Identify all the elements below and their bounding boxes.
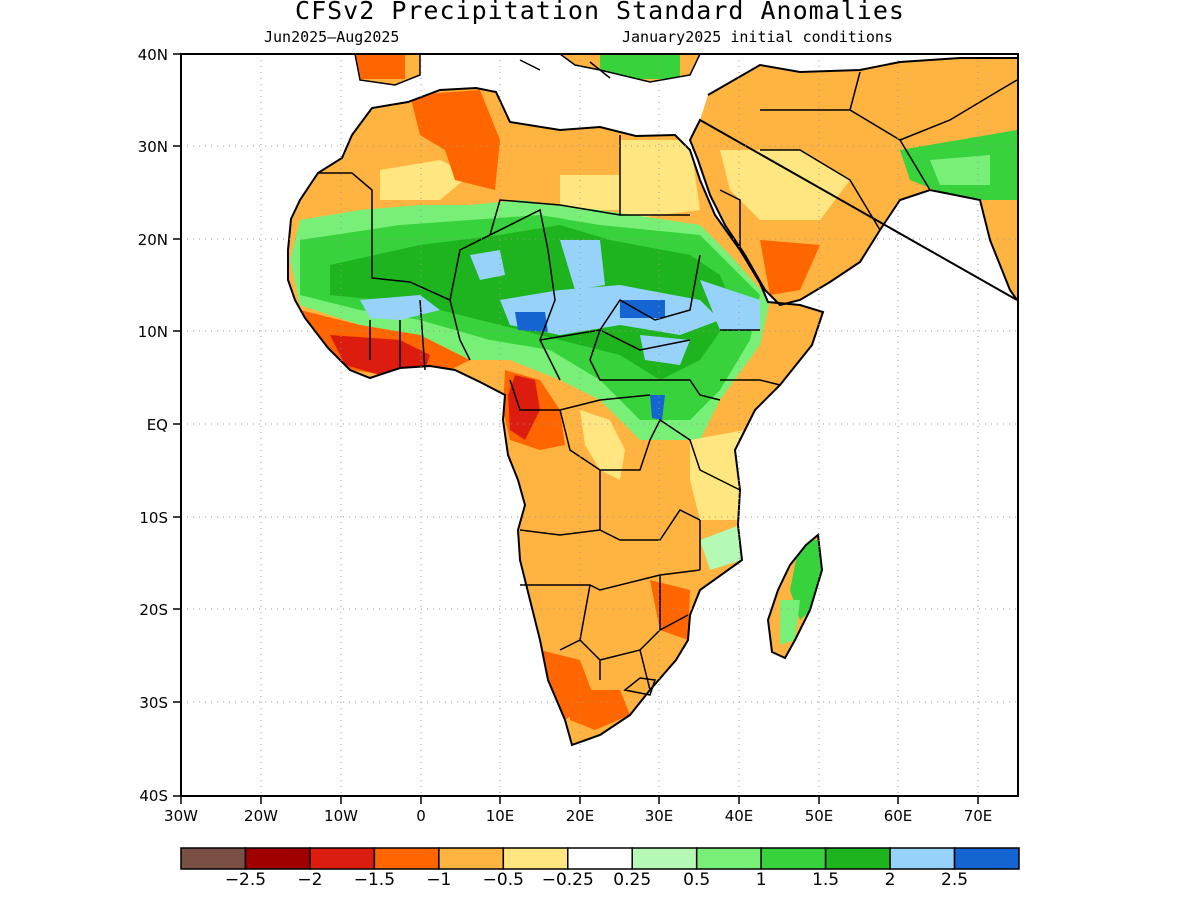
colorbar-label: −2.5 xyxy=(224,870,267,890)
colorbar-label: 1 xyxy=(755,870,767,890)
colorbar-label: −1.5 xyxy=(353,870,396,890)
lat-label: 30N xyxy=(138,138,168,156)
europe-coastline xyxy=(354,54,701,86)
lon-label: 20E xyxy=(566,807,595,825)
graticule xyxy=(181,54,1018,796)
colorbar-swatch xyxy=(889,847,956,870)
colorbar-swatch xyxy=(953,847,1020,870)
colorbar-swatch xyxy=(567,847,633,870)
colorbar-swatch xyxy=(244,847,311,870)
madagascar-coastline xyxy=(766,533,824,660)
country-borders xyxy=(318,71,1018,696)
lon-axis xyxy=(180,796,979,804)
lat-label: 30S xyxy=(139,694,168,712)
colorbar-label: −0.25 xyxy=(541,870,594,890)
colorbar-label: −0.5 xyxy=(482,870,524,890)
colorbar-swatch xyxy=(824,847,891,870)
colorbar-label: −1 xyxy=(426,870,452,890)
colorbar-swatch xyxy=(695,847,762,870)
lat-label: EQ xyxy=(147,416,168,434)
colorbar-swatch xyxy=(631,847,698,870)
colorbar-swatch xyxy=(180,847,247,870)
lon-label: 10W xyxy=(324,807,358,825)
colorbar-label: 2.5 xyxy=(941,870,969,890)
colorbar-swatch xyxy=(309,847,376,870)
colorbar-swatch xyxy=(373,847,440,870)
map-field xyxy=(181,54,1018,796)
lat-label: 10S xyxy=(139,509,168,527)
colorbar-label: 2 xyxy=(884,870,896,890)
lon-label: 60E xyxy=(884,807,913,825)
colorbar-swatch xyxy=(502,847,569,870)
lat-label: 10N xyxy=(138,323,168,341)
lat-axis xyxy=(173,53,181,797)
lon-labels: 30W 20W 10W 0 10E 20E 30E 40E 50E 60E 70… xyxy=(164,807,992,825)
colorbar xyxy=(180,847,1020,870)
lon-label: 30W xyxy=(164,807,198,825)
map-frame xyxy=(180,53,1019,797)
lon-label: 50E xyxy=(805,807,834,825)
colorbar-label: 0.25 xyxy=(613,870,652,890)
colorbar-label: 1.5 xyxy=(812,870,840,890)
colorbar-swatch xyxy=(760,847,827,870)
colorbar-label: 0.5 xyxy=(683,870,711,890)
arabia-coastline xyxy=(688,57,1018,307)
lat-label: 20S xyxy=(139,601,168,619)
init-conditions-subtitle: January2025 initial conditions xyxy=(622,28,893,46)
colorbar-swatch xyxy=(438,847,505,870)
lon-label: 10E xyxy=(486,807,515,825)
lat-labels: 40N 30N 20N 10N EQ 10S 20S 30S 40S xyxy=(138,46,168,805)
europe-anomaly-field xyxy=(355,54,700,85)
season-subtitle: Jun2025–Aug2025 xyxy=(264,28,400,46)
chart-title: CFSv2 Precipitation Standard Anomalies xyxy=(295,0,905,25)
lat-label: 40S xyxy=(139,787,168,805)
lon-label: 0 xyxy=(416,807,426,825)
lat-label: 20N xyxy=(138,231,168,249)
lat-label: 40N xyxy=(138,46,168,64)
lon-label: 30E xyxy=(645,807,674,825)
colorbar-label: −2 xyxy=(297,870,323,890)
lon-label: 20W xyxy=(244,807,278,825)
lon-label: 70E xyxy=(964,807,993,825)
lon-label: 40E xyxy=(725,807,754,825)
